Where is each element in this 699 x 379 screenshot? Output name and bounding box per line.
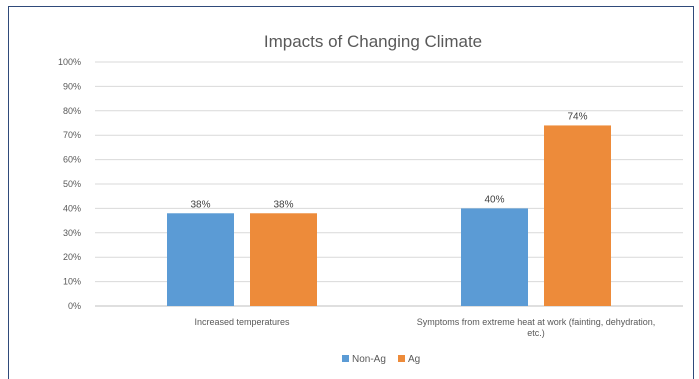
category-label: etc.) (527, 328, 545, 338)
category-label: Symptoms from extreme heat at work (fain… (417, 317, 656, 327)
legend-label: Non-Ag (352, 354, 386, 365)
y-tick-label: 90% (63, 81, 81, 91)
y-tick-label: 20% (63, 252, 81, 262)
y-tick-label: 80% (63, 106, 81, 116)
y-tick-label: 30% (63, 228, 81, 238)
y-tick-label: 70% (63, 130, 81, 140)
y-tick-label: 40% (63, 203, 81, 213)
y-tick-label: 60% (63, 155, 81, 165)
data-labels: 38% 38% 40% 74% (190, 111, 587, 210)
data-label: 74% (567, 111, 587, 122)
data-label: 40% (484, 194, 504, 205)
y-tick-label: 100% (58, 57, 81, 67)
y-tick-label: 0% (68, 301, 81, 311)
y-axis-ticks: 0% 10% 20% 30% 40% 50% 60% 70% 80% 90% 100% (58, 57, 81, 311)
legend-label: Ag (408, 354, 420, 365)
category-label: Increased temperatures (194, 317, 290, 327)
chart-title: Impacts of Changing Climate (264, 32, 482, 51)
y-tick-label: 10% (63, 277, 81, 287)
data-label: 38% (273, 199, 293, 210)
legend-swatch (342, 355, 349, 362)
legend: Non-Ag Ag (342, 354, 420, 365)
x-axis-categories: Increased temperatures Symptoms from extr… (194, 317, 655, 338)
bar-non-ag (461, 208, 528, 306)
bar-non-ag (167, 213, 234, 306)
bar-ag (250, 213, 317, 306)
y-tick-label: 50% (63, 179, 81, 189)
bars (167, 125, 611, 306)
legend-swatch (398, 355, 405, 362)
data-label: 38% (190, 199, 210, 210)
bar-ag (544, 125, 611, 306)
